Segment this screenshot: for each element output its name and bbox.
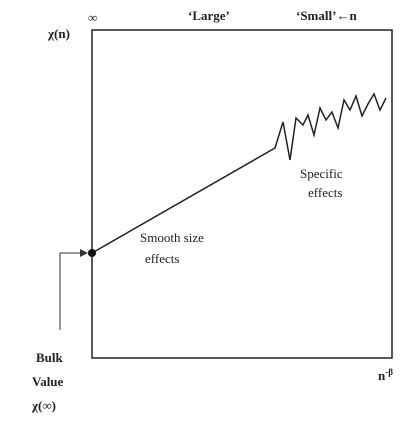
bulk-point	[88, 249, 96, 257]
x-label-base: n	[378, 368, 386, 383]
x-label: n-β	[378, 367, 393, 383]
arrow-head	[80, 249, 88, 257]
y-label: χ(n)	[47, 26, 70, 41]
bulk-label: Value	[32, 374, 64, 389]
trend-line	[91, 92, 387, 254]
bulk-label: χ(∞)	[31, 398, 56, 413]
bulk-label: Bulk	[36, 350, 64, 365]
plot-frame	[91, 29, 393, 359]
region-small: ‘Small’←n	[296, 8, 357, 23]
bulk-arrow	[59, 252, 84, 330]
infinity-label: ∞	[88, 10, 97, 25]
region-large: ‘Large’	[188, 8, 230, 23]
annotation: Specific	[300, 166, 343, 181]
annotation: Smooth size	[140, 230, 204, 245]
annotation: effects	[308, 185, 342, 200]
x-label-exponent: -β	[385, 367, 393, 377]
annotation: effects	[145, 251, 179, 266]
